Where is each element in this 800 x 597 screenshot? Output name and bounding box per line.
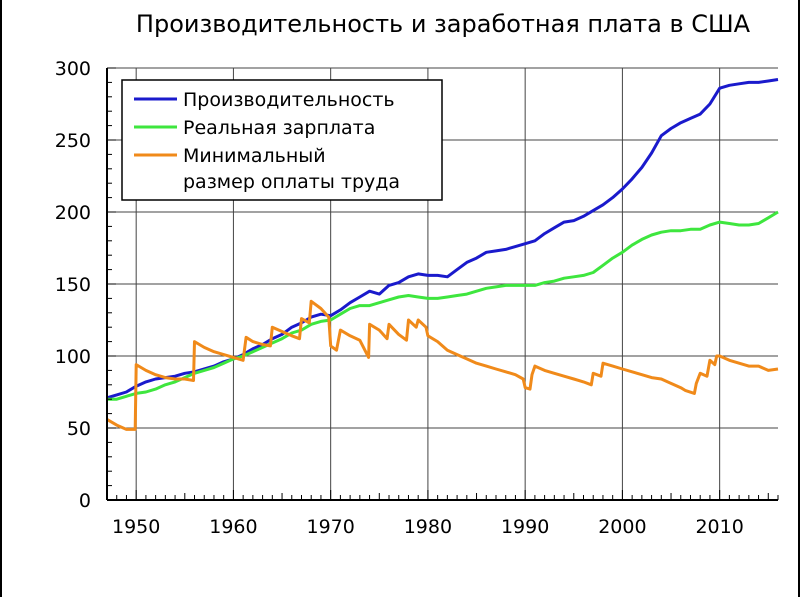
series-line-3 (106, 299, 779, 431)
y-tick-label: 150 (55, 274, 91, 296)
chart-title: Производительность и заработная плата в … (135, 10, 751, 38)
series-line-2 (107, 210, 779, 401)
axes: 0 50 100 150 200 250 300 1950 1960 1970 1980 1990 20… (55, 58, 779, 538)
x-tick-label: 1980 (404, 516, 452, 538)
y-tick-label: 250 (55, 130, 91, 152)
legend-label: Производительность (183, 89, 395, 111)
y-tick-label: 0 (79, 490, 91, 512)
x-tick-label: 2010 (695, 516, 743, 538)
x-tick-label: 1960 (209, 516, 257, 538)
legend-label: Реальная зарплата (183, 117, 375, 139)
y-tick-label: 50 (67, 418, 91, 440)
legend-label: размер оплаты труда (183, 171, 400, 193)
series-layer (106, 78, 779, 431)
y-tick-label: 100 (55, 346, 91, 368)
legend-label: Минимальный (183, 145, 326, 167)
x-tick-label: 1950 (112, 516, 160, 538)
x-tick-label: 1970 (306, 516, 354, 538)
x-tick-label: 2000 (598, 516, 646, 538)
legend: Производительность Реальная зарплата Миним… (121, 79, 443, 201)
x-tick-label: 1990 (501, 516, 549, 538)
y-tick-label: 200 (55, 202, 91, 224)
y-tick-label: 300 (55, 58, 91, 80)
